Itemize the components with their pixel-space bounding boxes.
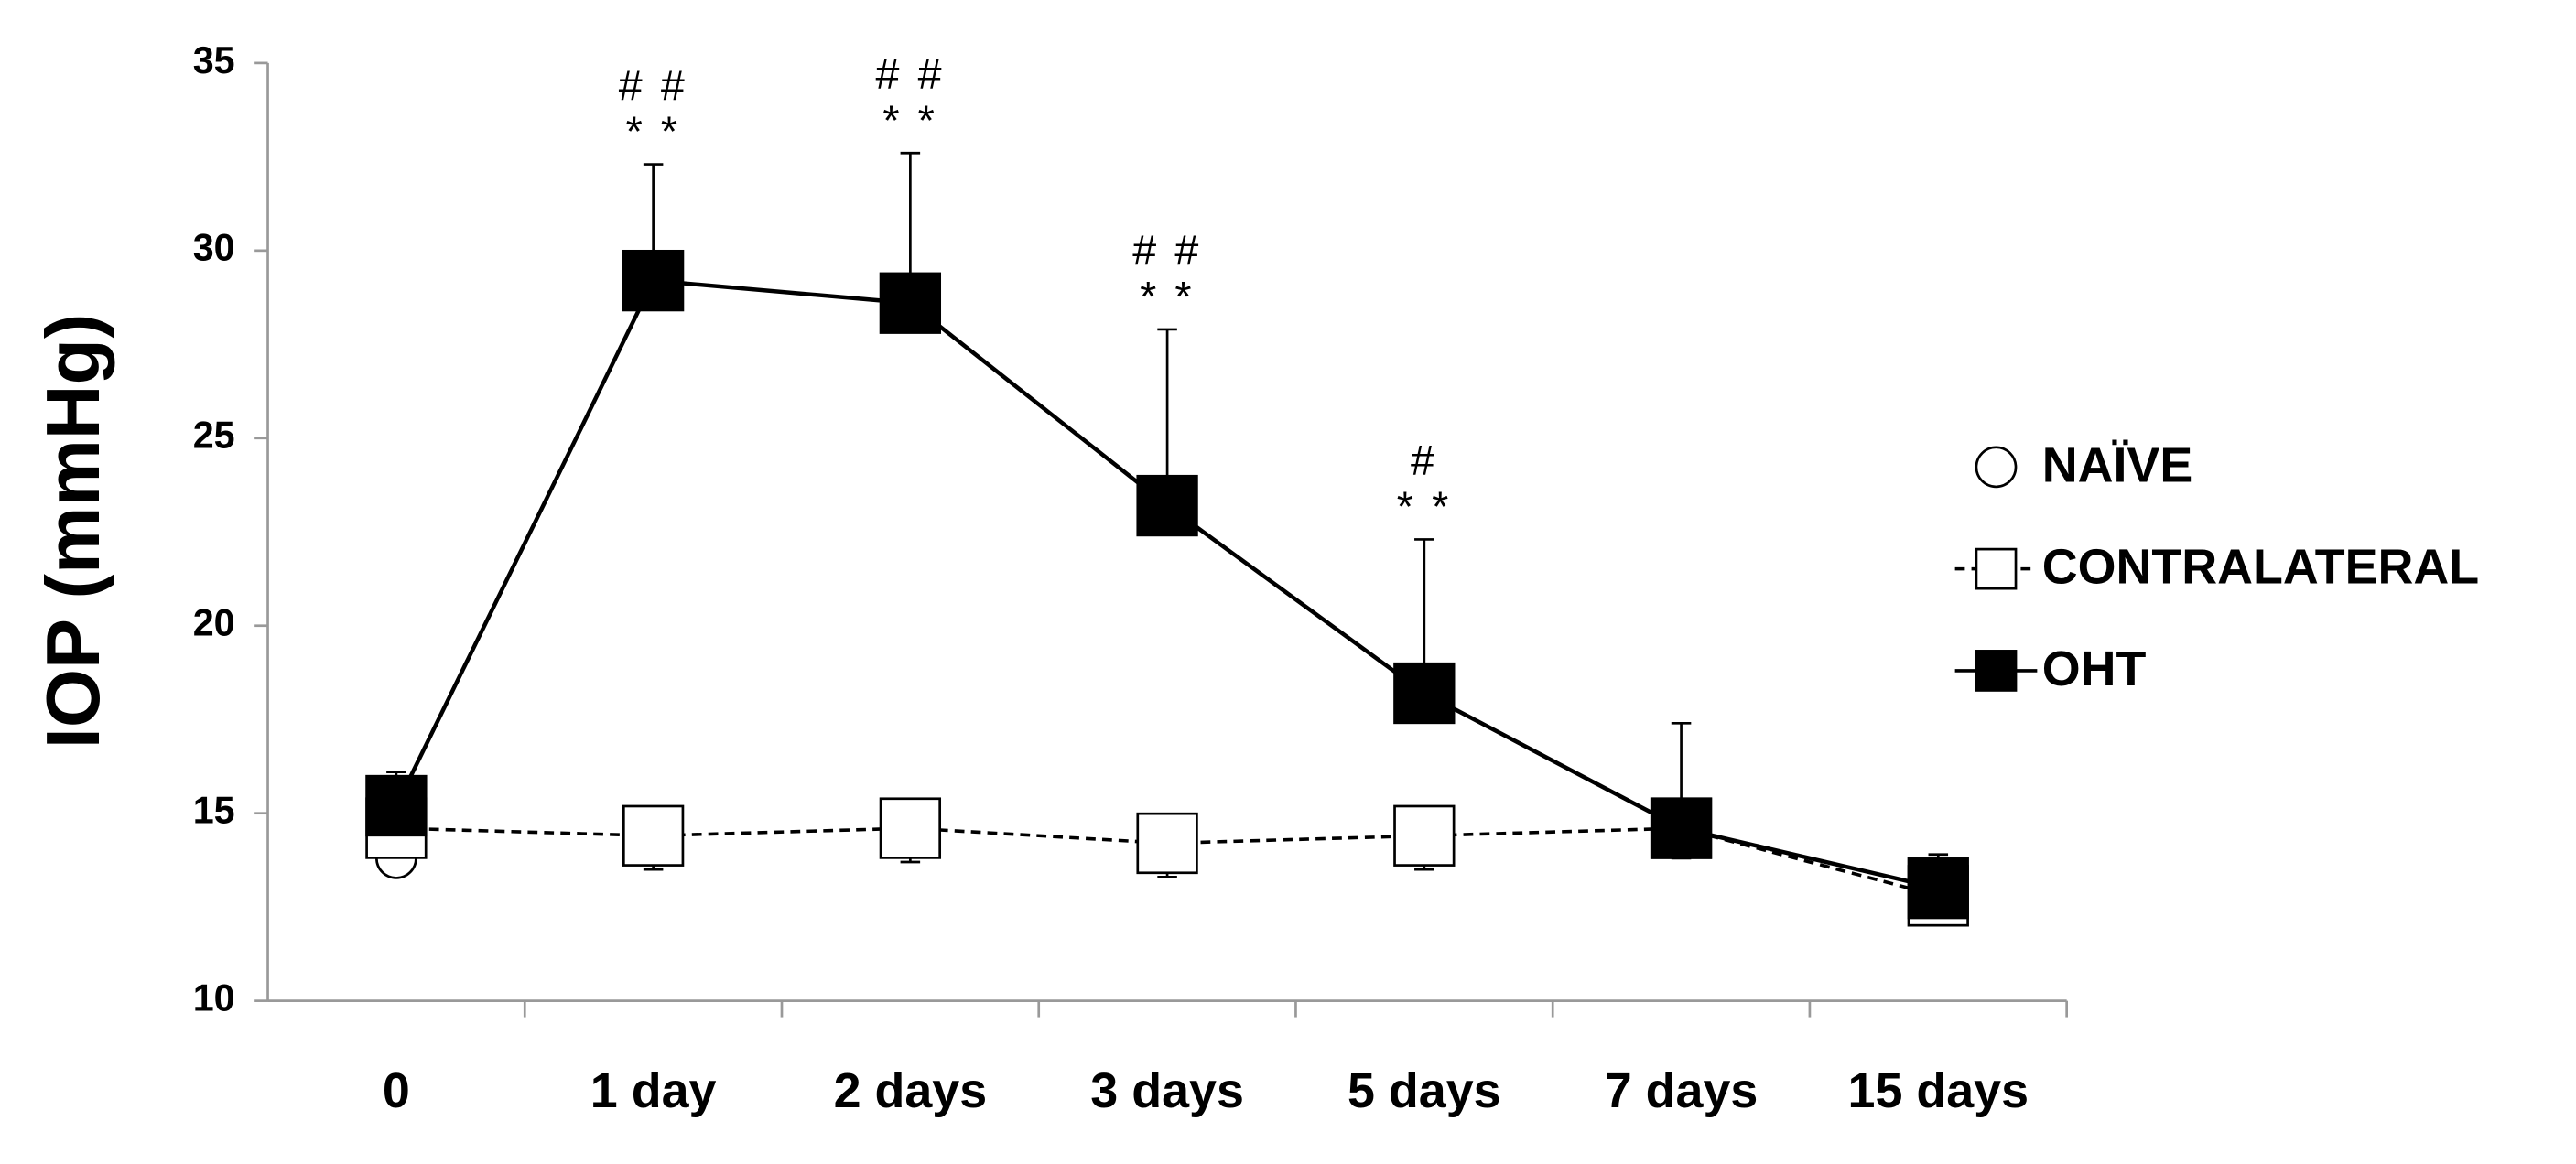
data-point [1136, 474, 1198, 537]
significance-annotation: # # [1132, 227, 1202, 275]
data-point [365, 774, 428, 837]
legend-label: NAÏVE [2042, 437, 2193, 492]
y-axis-title: IOP (mmHg) [31, 314, 115, 749]
y-tick-label: 25 [193, 415, 235, 457]
y-tick-label: 10 [193, 977, 235, 1019]
significance-annotation: * * [1397, 482, 1452, 530]
significance-annotation: # [1411, 436, 1438, 484]
data-point [1393, 804, 1456, 867]
data-point [879, 797, 942, 859]
y-tick-label: 20 [193, 602, 235, 644]
legend-label: CONTRALATERAL [2042, 540, 2479, 595]
data-point [1136, 812, 1198, 875]
y-tick-label: 30 [193, 227, 235, 269]
legend-marker [1975, 650, 2018, 692]
data-point [1393, 662, 1456, 725]
y-tick-label: 15 [193, 790, 235, 832]
x-tick-label: 2 days [834, 1063, 988, 1118]
x-tick-label: 7 days [1605, 1063, 1759, 1118]
x-tick-label: 5 days [1348, 1063, 1501, 1118]
x-tick-label: 1 day [590, 1063, 717, 1118]
data-point [622, 804, 685, 867]
data-point [879, 272, 942, 334]
significance-annotation: * * [626, 108, 681, 156]
data-point [1907, 857, 1969, 920]
x-tick-label: 15 days [1848, 1063, 2029, 1118]
legend-marker [1975, 547, 2018, 590]
data-point [622, 249, 685, 312]
y-tick-label: 35 [193, 39, 235, 81]
significance-annotation: * * [882, 96, 937, 144]
legend-label: OHT [2042, 641, 2147, 696]
significance-annotation: * * [1140, 273, 1195, 320]
legend-marker [1975, 446, 2018, 489]
significance-annotation: # # [876, 50, 946, 98]
x-tick-label: 0 [383, 1063, 410, 1118]
significance-annotation: # # [619, 61, 688, 109]
data-point [1650, 797, 1713, 859]
x-tick-label: 3 days [1090, 1063, 1244, 1118]
